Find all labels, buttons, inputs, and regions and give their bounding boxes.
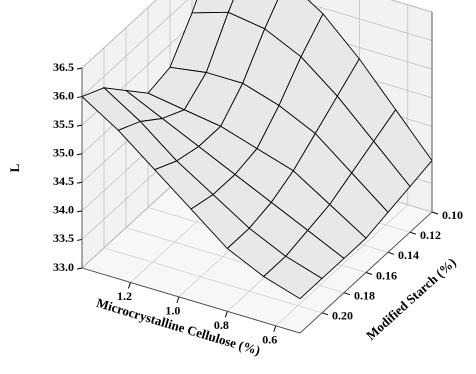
x-tick <box>224 311 228 318</box>
x-tick <box>273 325 277 332</box>
x-tick-label: 0.6 <box>262 333 277 347</box>
y-tick-label: 0.18 <box>354 288 375 302</box>
z-tick-label: 34.5 <box>53 174 74 188</box>
grid-line <box>103 247 323 314</box>
z-tick <box>76 238 83 241</box>
z-tick-label: 35.5 <box>53 117 74 131</box>
z-tick-label: 34.0 <box>53 203 74 217</box>
y-tick <box>431 211 439 215</box>
x-tick <box>127 282 131 289</box>
y-tick-label: 0.14 <box>398 248 419 262</box>
grid-line <box>294 0 433 41</box>
z-tick <box>76 67 83 70</box>
y-tick <box>343 292 351 296</box>
x-tick-label: 1.0 <box>165 304 180 318</box>
y-tick <box>365 272 373 275</box>
y-tick-label: 0.20 <box>332 309 353 323</box>
z-tick <box>76 124 83 127</box>
x-tick-label: 1.2 <box>117 289 132 303</box>
z-tick-label: 33.0 <box>53 260 74 274</box>
z-tick <box>76 96 83 99</box>
z-tick-label: 36.0 <box>53 88 74 102</box>
y-tick-label: 0.12 <box>420 228 441 242</box>
y-tick-label: 0.16 <box>376 268 397 282</box>
y-tick <box>409 231 417 235</box>
y-tick-label: 0.10 <box>442 208 463 222</box>
z-tick <box>76 267 83 270</box>
box-edge <box>81 12 433 334</box>
y-tick <box>321 312 329 316</box>
x-tick <box>176 296 180 304</box>
z-tick-label: 33.5 <box>53 231 74 245</box>
x-tick-label: 0.8 <box>214 318 229 332</box>
z-tick-label: 35.0 <box>53 145 74 159</box>
z-tick-label: 36.5 <box>53 60 74 74</box>
surface-patch <box>262 255 323 300</box>
z-tick <box>76 181 83 184</box>
grid-line <box>390 0 433 13</box>
z-axis-label: L <box>7 163 22 172</box>
z-tick <box>76 210 83 213</box>
z-tick <box>76 153 83 156</box>
y-tick <box>387 251 395 255</box>
